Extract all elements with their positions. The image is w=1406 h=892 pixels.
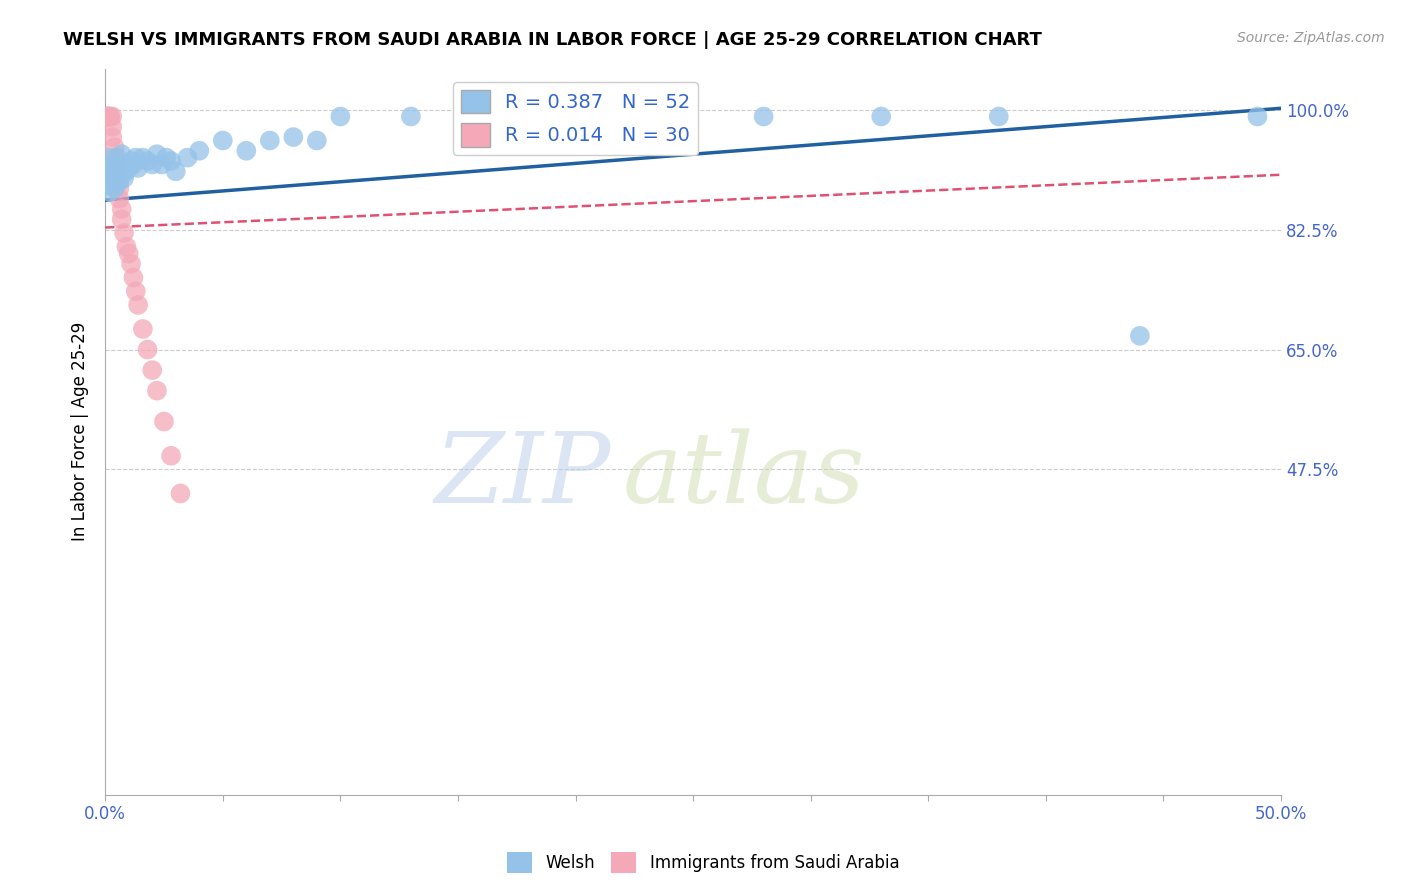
Point xyxy=(127,161,149,175)
Point xyxy=(104,157,127,171)
Point xyxy=(97,110,120,124)
Point xyxy=(98,110,121,124)
Point xyxy=(120,257,142,271)
Point xyxy=(111,212,134,227)
Point xyxy=(97,110,120,124)
Point xyxy=(125,151,148,165)
Point xyxy=(98,185,121,199)
Point xyxy=(188,144,211,158)
Point xyxy=(160,449,183,463)
Point xyxy=(101,168,124,182)
Point xyxy=(259,133,281,147)
Point xyxy=(104,140,127,154)
Point xyxy=(108,181,131,195)
Point xyxy=(98,171,121,186)
Point xyxy=(97,164,120,178)
Legend: R = 0.387   N = 52, R = 0.014   N = 30: R = 0.387 N = 52, R = 0.014 N = 30 xyxy=(453,82,699,154)
Point xyxy=(136,154,159,169)
Point xyxy=(283,130,305,145)
Point xyxy=(111,147,134,161)
Point xyxy=(141,363,163,377)
Text: atlas: atlas xyxy=(623,428,865,523)
Point xyxy=(752,110,775,124)
Point xyxy=(105,157,128,171)
Point xyxy=(111,164,134,178)
Point xyxy=(101,157,124,171)
Y-axis label: In Labor Force | Age 25-29: In Labor Force | Age 25-29 xyxy=(72,322,89,541)
Point xyxy=(105,175,128,189)
Point xyxy=(101,178,124,192)
Point xyxy=(112,157,135,171)
Point xyxy=(612,110,634,124)
Point xyxy=(235,144,257,158)
Point xyxy=(104,181,127,195)
Point xyxy=(112,171,135,186)
Point xyxy=(169,486,191,500)
Legend: Welsh, Immigrants from Saudi Arabia: Welsh, Immigrants from Saudi Arabia xyxy=(501,846,905,880)
Point xyxy=(165,164,187,178)
Point xyxy=(118,161,141,175)
Point xyxy=(1129,328,1152,343)
Point xyxy=(541,110,564,124)
Point xyxy=(136,343,159,357)
Point xyxy=(211,133,233,147)
Point xyxy=(108,192,131,206)
Point xyxy=(105,168,128,182)
Point xyxy=(104,151,127,165)
Point xyxy=(101,110,124,124)
Point xyxy=(122,157,145,171)
Point xyxy=(176,151,198,165)
Point xyxy=(98,161,121,175)
Point xyxy=(470,110,492,124)
Point xyxy=(105,151,128,165)
Point xyxy=(98,110,121,124)
Point xyxy=(132,322,155,336)
Point xyxy=(132,151,155,165)
Point xyxy=(118,246,141,260)
Point xyxy=(97,178,120,192)
Point xyxy=(141,157,163,171)
Point xyxy=(97,151,120,165)
Point xyxy=(146,384,169,398)
Point xyxy=(399,110,422,124)
Text: WELSH VS IMMIGRANTS FROM SAUDI ARABIA IN LABOR FORCE | AGE 25-29 CORRELATION CHA: WELSH VS IMMIGRANTS FROM SAUDI ARABIA IN… xyxy=(63,31,1042,49)
Point xyxy=(127,298,149,312)
Point xyxy=(305,133,328,147)
Point xyxy=(1246,110,1268,124)
Point xyxy=(111,202,134,216)
Point xyxy=(122,270,145,285)
Point xyxy=(108,164,131,178)
Point xyxy=(115,240,138,254)
Text: Source: ZipAtlas.com: Source: ZipAtlas.com xyxy=(1237,31,1385,45)
Point xyxy=(112,226,135,240)
Point xyxy=(987,110,1010,124)
Point xyxy=(153,415,176,429)
Point xyxy=(120,154,142,169)
Point xyxy=(101,120,124,134)
Point xyxy=(105,161,128,175)
Text: ZIP: ZIP xyxy=(434,428,610,523)
Point xyxy=(108,175,131,189)
Point xyxy=(104,168,127,182)
Point xyxy=(155,151,177,165)
Point xyxy=(146,147,169,161)
Point xyxy=(329,110,352,124)
Point xyxy=(150,157,173,171)
Point xyxy=(870,110,893,124)
Point xyxy=(125,285,148,299)
Point xyxy=(101,130,124,145)
Point xyxy=(97,110,120,124)
Point xyxy=(115,164,138,178)
Point xyxy=(160,154,183,169)
